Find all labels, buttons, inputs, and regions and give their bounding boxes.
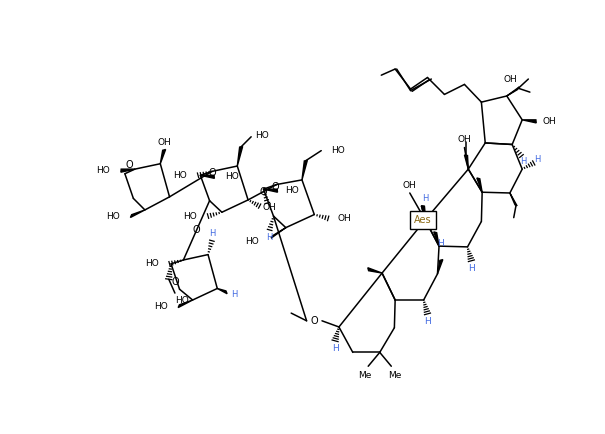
Text: HO: HO bbox=[225, 172, 239, 181]
Text: H: H bbox=[266, 233, 273, 242]
Polygon shape bbox=[434, 232, 439, 246]
Text: H: H bbox=[534, 155, 541, 164]
Polygon shape bbox=[131, 210, 145, 217]
Text: OH: OH bbox=[157, 138, 171, 147]
Text: H: H bbox=[437, 239, 444, 247]
Polygon shape bbox=[178, 300, 192, 308]
Text: HO: HO bbox=[154, 302, 168, 311]
Text: OH: OH bbox=[457, 135, 471, 145]
Text: OH: OH bbox=[542, 117, 556, 126]
Text: HO: HO bbox=[183, 212, 197, 220]
Polygon shape bbox=[522, 120, 536, 123]
Text: O: O bbox=[192, 225, 200, 235]
Polygon shape bbox=[368, 268, 382, 273]
Text: H: H bbox=[520, 157, 526, 166]
Text: Me: Me bbox=[358, 371, 371, 380]
Text: H: H bbox=[209, 229, 215, 237]
Polygon shape bbox=[217, 289, 227, 294]
Polygon shape bbox=[237, 147, 243, 166]
Text: HO: HO bbox=[145, 260, 159, 268]
Polygon shape bbox=[465, 155, 468, 169]
Text: H: H bbox=[422, 194, 428, 203]
Text: HO: HO bbox=[255, 131, 269, 140]
Polygon shape bbox=[121, 169, 135, 172]
Polygon shape bbox=[477, 178, 482, 192]
Polygon shape bbox=[200, 175, 214, 178]
Polygon shape bbox=[160, 149, 166, 164]
Text: HO: HO bbox=[245, 237, 259, 246]
Polygon shape bbox=[421, 206, 425, 220]
Text: O: O bbox=[126, 160, 133, 170]
Polygon shape bbox=[510, 193, 517, 206]
Polygon shape bbox=[421, 206, 425, 220]
Text: HO: HO bbox=[331, 146, 345, 155]
Text: HO: HO bbox=[175, 296, 189, 305]
Text: HO: HO bbox=[285, 186, 299, 195]
Polygon shape bbox=[271, 228, 286, 238]
Text: HO: HO bbox=[174, 171, 188, 180]
Text: HO: HO bbox=[97, 166, 110, 175]
Text: O: O bbox=[272, 182, 280, 192]
Text: O: O bbox=[208, 168, 216, 178]
Polygon shape bbox=[263, 189, 278, 192]
Polygon shape bbox=[507, 87, 519, 96]
Text: H: H bbox=[231, 290, 237, 299]
Text: HO: HO bbox=[106, 212, 120, 220]
Text: OH: OH bbox=[338, 214, 351, 223]
Text: H: H bbox=[332, 344, 338, 353]
FancyBboxPatch shape bbox=[410, 210, 436, 229]
Text: H: H bbox=[424, 317, 431, 326]
Text: OH: OH bbox=[403, 181, 417, 190]
Text: OH: OH bbox=[504, 75, 517, 83]
Text: O: O bbox=[310, 316, 318, 326]
Text: OH: OH bbox=[263, 203, 276, 212]
Text: Me: Me bbox=[388, 371, 402, 380]
Text: H: H bbox=[468, 264, 475, 273]
Text: O: O bbox=[260, 187, 267, 197]
Polygon shape bbox=[302, 160, 307, 180]
Text: Aes: Aes bbox=[414, 215, 432, 225]
Text: O: O bbox=[171, 277, 178, 287]
Polygon shape bbox=[437, 260, 443, 274]
